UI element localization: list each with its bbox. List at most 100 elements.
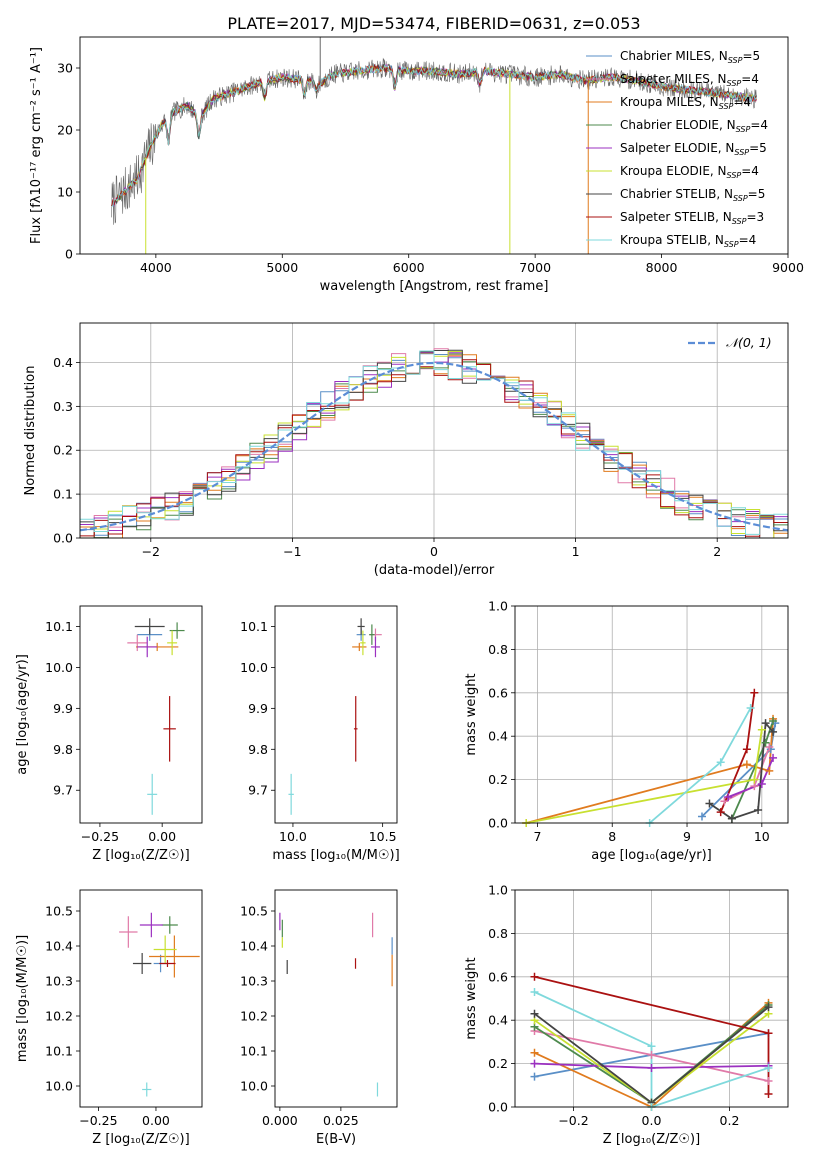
- weight-marker-7: [764, 1089, 773, 1098]
- axes-frame: [79, 322, 789, 539]
- legend-label-end: =5: [748, 187, 766, 201]
- y-tick-label: 10.0: [45, 660, 73, 675]
- legend-label-main: Chabrier ELODIE, N: [620, 118, 736, 132]
- axes-frame: [514, 605, 789, 824]
- legend-label-0: Chabrier MILES, NSSP=5: [620, 49, 760, 65]
- y-tick-label: 0.6: [488, 969, 508, 984]
- plot-area: [119, 912, 200, 1097]
- legend-label-7: Salpeter STELIB, NSSP=3: [620, 210, 764, 226]
- y-tick-label: 0.2: [488, 1056, 508, 1071]
- weight-marker-5: [750, 775, 759, 784]
- y-axis-label: mass weight: [464, 673, 479, 755]
- y-tick-label: 0.1: [53, 487, 73, 502]
- x-axis-label: age [log₁₀(age/yr)]: [591, 848, 712, 863]
- y-tick-label: 1.0: [488, 599, 508, 614]
- legend-label-end: =4: [733, 95, 751, 109]
- x-axis-label: E(B-V): [316, 1132, 356, 1147]
- mass-vs-metallicity-panel: −0.25 0.00 10.0 10.1 10.2 10.3 10.4 10.5 Z [log₁…: [15, 889, 203, 1147]
- weight-marker-2: [742, 760, 751, 769]
- y-tick-label: 10.5: [240, 904, 268, 919]
- y-tick-label: 0.0: [488, 1100, 508, 1115]
- y-axis-label: Flux [fλ10⁻¹⁷ erg cm⁻² s⁻¹ A⁻¹]: [29, 47, 44, 244]
- y-tick-label: 20: [57, 123, 73, 138]
- plot-area: [288, 618, 382, 815]
- y-tick-label: 0.6: [488, 685, 508, 700]
- y-tick-label: 10.4: [45, 939, 73, 954]
- weight-marker-3: [761, 738, 770, 747]
- weight-marker-3: [769, 717, 778, 726]
- weight-marker-7: [530, 972, 539, 981]
- legend-label-3: Chabrier ELODIE, NSSP=4: [620, 118, 768, 134]
- legend-label-end: =4: [741, 164, 759, 178]
- x-tick-label: 4000: [140, 260, 172, 275]
- x-axis-label: wavelength [Angstrom, rest frame]: [320, 279, 549, 294]
- y-tick-label: 10.3: [45, 974, 73, 989]
- y-tick-label: 0.4: [53, 355, 73, 370]
- weight-marker-7: [742, 745, 751, 754]
- legend-label-sub: SSP: [734, 148, 749, 157]
- weight-line-8: [649, 707, 752, 823]
- legend-label-8: Kroupa STELIB, NSSP=4: [620, 233, 756, 249]
- axes-frame: [274, 605, 398, 824]
- legend-normal-label: 𝒩(0, 1): [726, 335, 772, 350]
- y-tick-label: 1.0: [488, 883, 508, 898]
- legend-label-sub: SSP: [736, 125, 751, 134]
- axes-frame: [79, 605, 203, 824]
- y-tick-label: 9.8: [53, 742, 73, 757]
- legend-label-main: Salpeter STELIB, N: [620, 210, 732, 224]
- weight-marker-1: [647, 1050, 656, 1059]
- legend-label-end: =5: [749, 141, 767, 155]
- x-tick-label: 10: [754, 829, 770, 844]
- weight-marker-7: [750, 688, 759, 697]
- legend-label-sub: SSP: [719, 102, 734, 111]
- x-tick-label: 9000: [772, 260, 804, 275]
- y-tick-label: 10.1: [240, 619, 268, 634]
- y-tick-label: 10.1: [45, 1044, 73, 1059]
- plot-area: [127, 618, 185, 815]
- legend-label-main: Chabrier STELIB, N: [620, 187, 733, 201]
- legend-label-main: Kroupa STELIB, N: [620, 233, 724, 247]
- y-tick-label: 0.0: [53, 531, 73, 546]
- x-axis-label: Z [log₁₀(Z/Z☉)]: [92, 1132, 189, 1147]
- legend-label-sub: SSP: [724, 240, 739, 249]
- weight-line-2: [525, 718, 774, 823]
- y-tick-label: 0.4: [488, 729, 508, 744]
- y-axis-label: age [log₁₀(age/yr)]: [15, 654, 30, 775]
- x-tick-label: 0.00: [142, 1113, 170, 1128]
- y-tick-label: 9.9: [248, 701, 268, 716]
- y-tick-label: 9.8: [248, 742, 268, 757]
- y-tick-label: 10.3: [240, 974, 268, 989]
- x-tick-label: 8: [608, 829, 616, 844]
- legend-label-end: =3: [746, 210, 764, 224]
- x-axis-label: (data-model)/error: [374, 563, 495, 578]
- legend-label-main: Salpeter MILES, N: [620, 72, 727, 86]
- axes-frame: [79, 889, 203, 1108]
- x-tick-label: 0: [430, 544, 438, 559]
- y-axis-label: mass [log₁₀(M/M☉)]: [15, 935, 30, 1062]
- weight-marker-8: [746, 703, 755, 712]
- weight-marker-6: [769, 727, 778, 736]
- weight-marker-4: [724, 792, 733, 801]
- histogram-step-5: [80, 351, 788, 538]
- x-tick-label: −0.25: [81, 829, 119, 844]
- weight-marker-7: [716, 808, 725, 817]
- y-tick-label: 9.7: [53, 783, 73, 798]
- x-axis-label: Z [log₁₀(Z/Z☉)]: [92, 848, 189, 863]
- legend-label-end: =5: [742, 49, 760, 63]
- weight-marker-4: [530, 1059, 539, 1068]
- weight-marker-2: [765, 766, 774, 775]
- weight-marker-4: [769, 753, 778, 762]
- weight-marker-4: [647, 1063, 656, 1072]
- x-axis-label: Z [log₁₀(Z/Z☉)]: [603, 1132, 700, 1147]
- weight-line-5: [526, 729, 763, 823]
- weight-marker-8: [647, 1042, 656, 1051]
- y-axis-label: Normed distribution: [23, 366, 38, 496]
- weight-vs-metallicity-panel: −0.2 0.0 0.2 0.0 0.2 0.4 0.6 0.8 1.0 Z [log₁₀(Z/Z…: [464, 883, 789, 1147]
- model-line-8: [111, 64, 757, 207]
- x-tick-label: 7: [533, 829, 541, 844]
- legend-label-main: Kroupa ELODIE, N: [620, 164, 727, 178]
- legend-label-main: Kroupa MILES, N: [620, 95, 719, 109]
- axes-frame: [514, 889, 789, 1108]
- legend-label-sub: SSP: [733, 194, 748, 203]
- weight-line-8: [534, 991, 769, 1107]
